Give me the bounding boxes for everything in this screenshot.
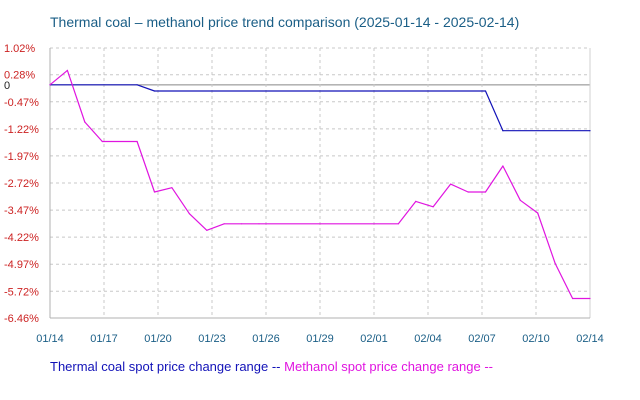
x-tick-label: 01/26: [252, 333, 280, 345]
data-point-methanol: [66, 69, 68, 71]
data-point-methanol: [484, 191, 487, 193]
y-tick-label: 0.28%: [4, 70, 35, 82]
data-point-coal: [153, 90, 156, 92]
y-tick-label: -3.47%: [4, 205, 39, 217]
x-tick-label: 01/23: [198, 333, 226, 345]
y-tick-label: -0.47%: [4, 97, 39, 109]
data-point-methanol: [171, 187, 173, 189]
data-point-methanol: [241, 223, 243, 225]
x-tick-labels: 01/14 01/17 01/20 01/23 01/26 01/29 02/01 02/04…: [36, 333, 604, 345]
legend-item-methanol: Methanol spot price change range --: [284, 359, 493, 374]
y-tick-label: -5.72%: [4, 286, 39, 298]
x-tick-label: 02/04: [414, 333, 442, 345]
data-point-coal: [484, 90, 487, 92]
y-tick-label: -4.97%: [4, 259, 39, 271]
grid: [50, 47, 590, 319]
data-point-methanol: [101, 140, 103, 143]
y-tick-label: -6.46%: [4, 313, 39, 325]
data-point-methanol: [223, 223, 225, 225]
x-tick-label: 01/29: [306, 333, 334, 345]
data-point-methanol: [84, 121, 86, 123]
data-point-methanol: [136, 140, 138, 143]
x-tick-label: 02/14: [576, 333, 604, 345]
data-point-methanol: [450, 183, 452, 185]
y-tick-label: 0: [4, 80, 10, 92]
data-point-methanol: [415, 200, 417, 202]
data-point-methanol: [258, 223, 260, 225]
data-point-methanol: [188, 213, 190, 215]
y-tick-label: 1.02%: [4, 43, 35, 55]
y-tick-label: -1.22%: [4, 124, 39, 136]
legend-item-coal: Thermal coal spot price change range --: [50, 359, 281, 374]
data-point-coal: [502, 130, 504, 132]
legend: Thermal coal spot price change range -- …: [50, 359, 493, 374]
x-tick-label: 02/10: [522, 333, 550, 345]
data-point-methanol: [206, 229, 208, 231]
data-point-methanol: [467, 191, 469, 193]
series-lines: [49, 69, 591, 300]
x-tick-label: 01/14: [36, 333, 64, 345]
axes: [49, 48, 591, 319]
data-point-coal: [136, 84, 138, 86]
data-point-coal: [589, 130, 591, 132]
y-tick-labels: 1.02% 0.28%0 -0.47% -1.22% -1.97% -2.72% -3.47…: [4, 43, 39, 325]
series-line-methanol: [49, 69, 590, 300]
data-point-methanol: [537, 212, 539, 214]
data-point-methanol: [432, 206, 434, 208]
chart-title: Thermal coal – methanol price trend comp…: [50, 14, 520, 30]
x-tick-label: 01/20: [144, 333, 172, 345]
x-tick-label: 01/17: [90, 333, 118, 345]
data-point-methanol: [572, 297, 574, 300]
data-point-methanol: [519, 199, 521, 201]
data-point-methanol: [589, 297, 591, 300]
y-tick-label: -1.97%: [4, 151, 39, 163]
y-tick-label: -4.22%: [4, 232, 39, 244]
data-point-methanol: [397, 223, 399, 225]
series-line-coal: [50, 84, 590, 132]
data-point-methanol: [502, 165, 504, 167]
x-tick-label: 02/01: [360, 333, 388, 345]
x-tick-label: 02/07: [468, 333, 496, 345]
data-point-methanol: [554, 262, 556, 265]
data-point-methanol: [49, 84, 51, 86]
data-point-methanol: [153, 191, 156, 193]
y-tick-label: -2.72%: [4, 178, 39, 190]
